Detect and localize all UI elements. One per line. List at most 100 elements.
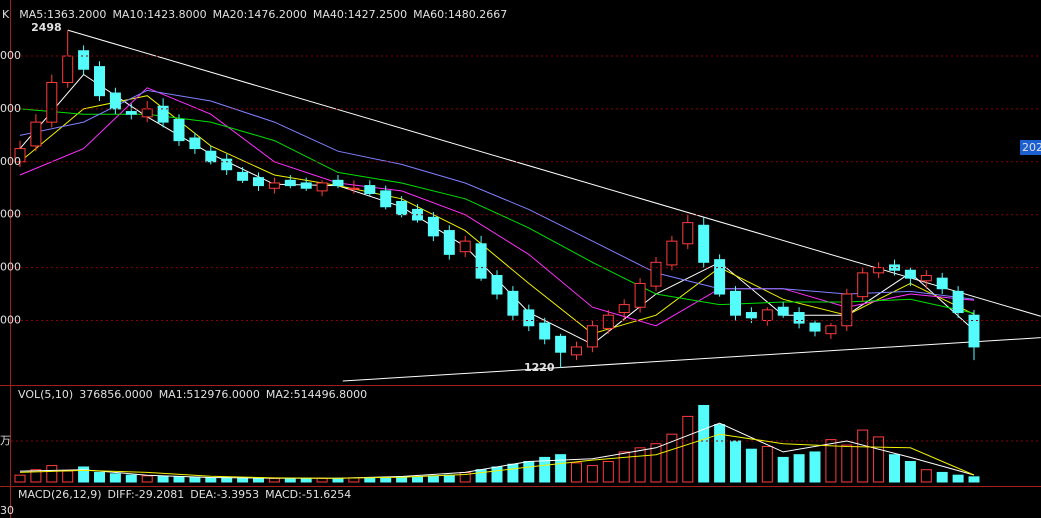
candle-body [602,314,614,329]
legend-entry: MA20:1476.2000 [213,8,307,21]
volume-bar [571,462,582,483]
candle-body [809,322,821,332]
volume-bar [364,477,376,483]
volume-bar [586,465,598,483]
volume-bar [745,448,757,483]
volume-bar [602,461,614,483]
volume-bar [141,475,153,483]
macd-item: DIFF:-29.2081 [108,488,185,501]
candle-body [157,105,169,123]
candle-body [904,269,916,279]
candle-body [300,182,312,189]
volume-bar [78,466,90,483]
y-tick-label: 万 [0,434,11,447]
volume-bar [904,461,916,483]
volume-bar [809,451,821,483]
volume-ma-line [19,422,975,479]
candle-body [491,275,503,295]
candle-body [523,309,535,327]
price-annotation: 2498 [31,21,62,34]
volume-bar [268,477,280,483]
candle-body [618,304,630,314]
volume-bar [952,474,964,483]
volume-bar [237,477,249,483]
candle-body [968,314,980,348]
candle-body [857,272,869,298]
volume-bar [666,433,678,483]
volume-bar [539,456,551,483]
ma-line [19,89,975,300]
candle-body [666,240,678,266]
candle-body [920,275,932,282]
volume-bar [920,469,932,483]
y-tick-label: 000 [0,102,21,115]
candle-body [682,222,694,245]
candle-body [730,290,741,316]
y-tick-label: 30 [0,504,14,517]
candle-body [841,293,853,327]
volume-bar [332,477,344,483]
volume-bar [109,473,121,483]
volume-bar [698,404,710,483]
y-tick-label: 000 [0,208,21,221]
volume-bar [157,476,169,483]
volume-bar [555,454,567,483]
volume-bar [968,476,980,483]
candle-body [141,108,153,118]
candle-body [793,312,805,324]
candle-body [889,264,900,271]
candle-body [443,230,455,255]
legend-entry: MA40:1427.2500 [313,8,407,21]
volume-bar [730,440,741,483]
candle-body [634,282,646,308]
candle-body [14,148,26,163]
candle-body [873,267,885,274]
candle-body [348,187,360,190]
candle-body [94,66,105,97]
candle-body [459,240,471,253]
candle-body [78,50,90,70]
candle-body [586,325,598,348]
volume-bar [348,477,360,483]
volume-bar [761,445,773,483]
volume-bar [300,478,312,483]
volume-bar [94,471,105,483]
volume-bar [889,454,900,483]
candle-body [30,121,42,147]
volume-bar [14,474,26,483]
candle-body [650,261,662,287]
candle-body [714,259,726,295]
candle-body [427,216,439,237]
volume-bar [475,469,487,483]
candle-body [952,290,964,314]
volume-bar [284,478,296,483]
volume-bar [841,444,853,483]
candle-body [761,309,773,321]
candle-body [125,111,137,115]
candle-body [571,346,582,356]
volume-bar [205,477,217,483]
volume-bar [777,456,789,483]
volume-bar [491,466,503,483]
volume-bar [46,465,58,483]
macd-title: MACD(26,12,9) [18,488,102,501]
volume-bar [507,463,519,483]
volume-bar [825,439,837,483]
volume-bar [634,447,646,483]
candle-body [507,290,519,316]
candle-body [253,177,264,187]
candle-body [189,137,201,150]
candle-body [777,306,789,316]
candle-body [364,185,376,195]
macd-item: DEA:-3.3953 [190,488,259,501]
legend-entry: MA60:1480.2667 [413,8,507,21]
legend-entry: MA5:1363.2000 [19,8,106,21]
candle-body [698,224,710,263]
header-label: K [2,8,10,21]
volume-bar [936,471,948,483]
candle-body [745,312,757,319]
volume-bar [173,476,185,483]
volume-bar [221,477,233,483]
volume-bar [125,474,137,483]
volume-bar [682,415,694,483]
